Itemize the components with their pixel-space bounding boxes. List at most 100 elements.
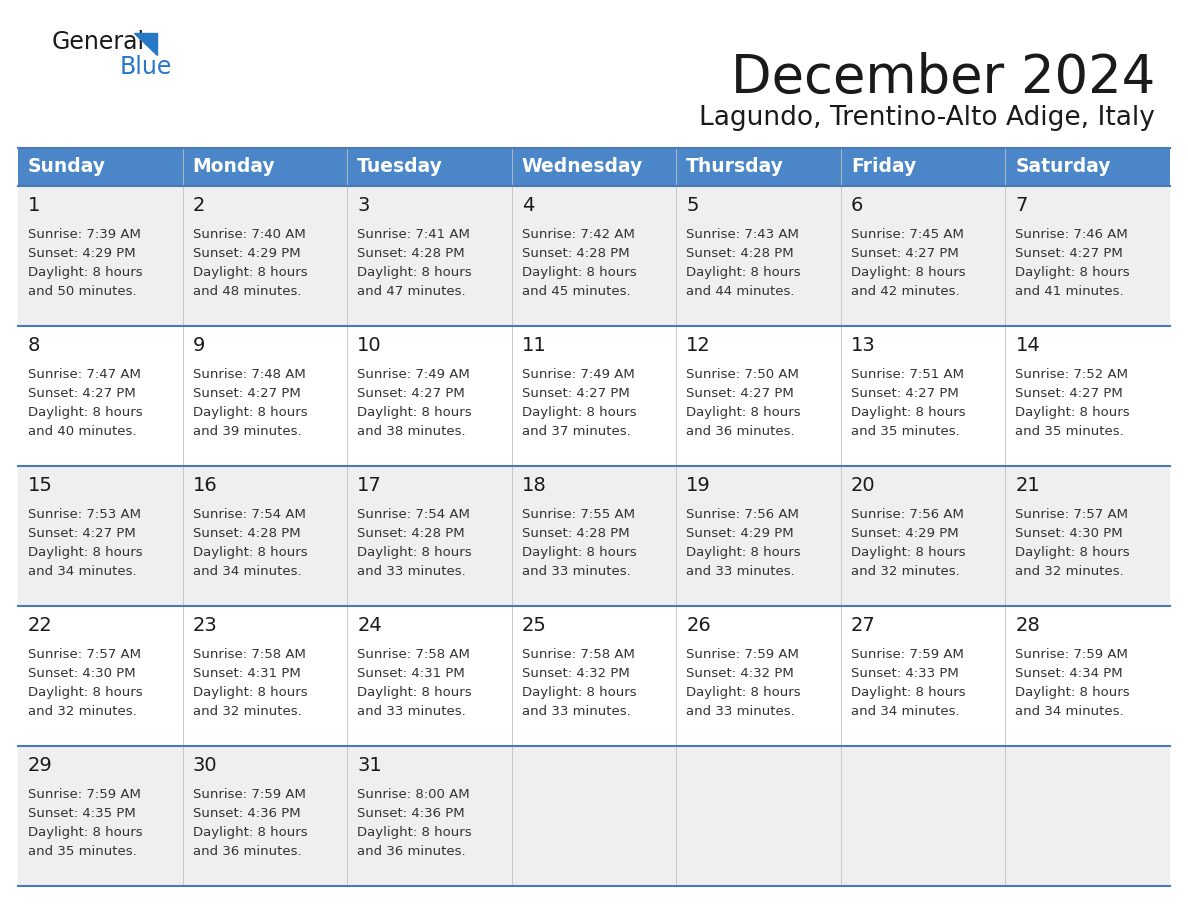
Text: Sunset: 4:32 PM: Sunset: 4:32 PM [687,667,794,680]
Text: Sunrise: 7:48 AM: Sunrise: 7:48 AM [192,368,305,381]
Text: Daylight: 8 hours: Daylight: 8 hours [358,826,472,839]
Text: and 33 minutes.: and 33 minutes. [522,565,631,578]
Text: Sunrise: 7:49 AM: Sunrise: 7:49 AM [522,368,634,381]
Text: and 39 minutes.: and 39 minutes. [192,425,302,438]
Text: and 33 minutes.: and 33 minutes. [358,565,466,578]
Text: Sunrise: 7:59 AM: Sunrise: 7:59 AM [851,648,963,661]
Text: and 41 minutes.: and 41 minutes. [1016,285,1124,298]
Text: Daylight: 8 hours: Daylight: 8 hours [687,686,801,699]
Text: Sunset: 4:27 PM: Sunset: 4:27 PM [1016,247,1123,260]
Text: Sunset: 4:27 PM: Sunset: 4:27 PM [851,247,959,260]
Text: and 33 minutes.: and 33 minutes. [358,705,466,718]
Text: and 35 minutes.: and 35 minutes. [1016,425,1124,438]
Text: 31: 31 [358,756,381,775]
Text: December 2024: December 2024 [731,52,1155,104]
Text: Daylight: 8 hours: Daylight: 8 hours [358,546,472,559]
Text: 2: 2 [192,196,206,215]
Text: Sunrise: 7:59 AM: Sunrise: 7:59 AM [29,788,141,801]
Text: Sunset: 4:27 PM: Sunset: 4:27 PM [1016,387,1123,400]
Text: Sunrise: 7:57 AM: Sunrise: 7:57 AM [1016,508,1129,521]
Text: Sunrise: 7:56 AM: Sunrise: 7:56 AM [851,508,963,521]
Text: Daylight: 8 hours: Daylight: 8 hours [29,546,143,559]
Text: Sunset: 4:29 PM: Sunset: 4:29 PM [851,527,959,540]
Text: Daylight: 8 hours: Daylight: 8 hours [1016,406,1130,419]
Text: Daylight: 8 hours: Daylight: 8 hours [1016,266,1130,279]
Text: and 48 minutes.: and 48 minutes. [192,285,301,298]
Text: Daylight: 8 hours: Daylight: 8 hours [29,686,143,699]
Text: Daylight: 8 hours: Daylight: 8 hours [851,546,966,559]
Text: and 40 minutes.: and 40 minutes. [29,425,137,438]
Text: 21: 21 [1016,476,1041,495]
Text: and 34 minutes.: and 34 minutes. [1016,705,1124,718]
Text: Daylight: 8 hours: Daylight: 8 hours [358,266,472,279]
Text: and 33 minutes.: and 33 minutes. [687,705,795,718]
Text: and 32 minutes.: and 32 minutes. [1016,565,1124,578]
Text: Sunrise: 7:47 AM: Sunrise: 7:47 AM [29,368,141,381]
Text: 30: 30 [192,756,217,775]
Text: Sunrise: 7:45 AM: Sunrise: 7:45 AM [851,228,963,241]
Text: 15: 15 [29,476,53,495]
Text: 4: 4 [522,196,535,215]
Text: Daylight: 8 hours: Daylight: 8 hours [358,686,472,699]
Text: 13: 13 [851,336,876,355]
Text: 12: 12 [687,336,712,355]
Text: Sunrise: 7:43 AM: Sunrise: 7:43 AM [687,228,800,241]
Text: and 32 minutes.: and 32 minutes. [29,705,137,718]
Text: and 42 minutes.: and 42 minutes. [851,285,960,298]
Text: Daylight: 8 hours: Daylight: 8 hours [687,406,801,419]
Bar [18,148,1170,186]
Bar [18,466,1170,606]
Text: 16: 16 [192,476,217,495]
Text: Daylight: 8 hours: Daylight: 8 hours [851,686,966,699]
Text: General: General [52,30,145,54]
Text: Sunset: 4:31 PM: Sunset: 4:31 PM [192,667,301,680]
Text: Sunrise: 8:00 AM: Sunrise: 8:00 AM [358,788,469,801]
Text: Sunset: 4:27 PM: Sunset: 4:27 PM [192,387,301,400]
Text: Sunset: 4:28 PM: Sunset: 4:28 PM [522,247,630,260]
Text: Sunrise: 7:41 AM: Sunrise: 7:41 AM [358,228,470,241]
Text: Daylight: 8 hours: Daylight: 8 hours [851,266,966,279]
Text: Sunset: 4:30 PM: Sunset: 4:30 PM [29,667,135,680]
Text: Sunset: 4:35 PM: Sunset: 4:35 PM [29,807,135,820]
Text: Sunset: 4:33 PM: Sunset: 4:33 PM [851,667,959,680]
Text: Sunrise: 7:59 AM: Sunrise: 7:59 AM [192,788,305,801]
Text: Sunrise: 7:49 AM: Sunrise: 7:49 AM [358,368,470,381]
Text: 22: 22 [29,616,52,635]
Text: and 32 minutes.: and 32 minutes. [192,705,302,718]
Text: and 38 minutes.: and 38 minutes. [358,425,466,438]
Text: and 34 minutes.: and 34 minutes. [851,705,960,718]
Text: 11: 11 [522,336,546,355]
Text: Sunset: 4:28 PM: Sunset: 4:28 PM [687,247,794,260]
Text: and 47 minutes.: and 47 minutes. [358,285,466,298]
Text: Sunrise: 7:59 AM: Sunrise: 7:59 AM [1016,648,1129,661]
Text: 8: 8 [29,336,40,355]
Text: Sunrise: 7:58 AM: Sunrise: 7:58 AM [522,648,634,661]
Bar [18,326,1170,466]
Text: Sunset: 4:27 PM: Sunset: 4:27 PM [851,387,959,400]
Text: Sunset: 4:29 PM: Sunset: 4:29 PM [192,247,301,260]
Polygon shape [134,33,157,55]
Text: Sunset: 4:27 PM: Sunset: 4:27 PM [29,387,135,400]
Text: and 34 minutes.: and 34 minutes. [192,565,302,578]
Text: Daylight: 8 hours: Daylight: 8 hours [687,266,801,279]
Text: and 35 minutes.: and 35 minutes. [29,845,137,858]
Text: Sunset: 4:36 PM: Sunset: 4:36 PM [192,807,301,820]
Text: Daylight: 8 hours: Daylight: 8 hours [687,546,801,559]
Text: Daylight: 8 hours: Daylight: 8 hours [192,686,308,699]
Text: 14: 14 [1016,336,1041,355]
Text: 5: 5 [687,196,699,215]
Text: Daylight: 8 hours: Daylight: 8 hours [192,546,308,559]
Text: Sunrise: 7:58 AM: Sunrise: 7:58 AM [358,648,470,661]
Text: Daylight: 8 hours: Daylight: 8 hours [522,546,637,559]
Text: Sunrise: 7:39 AM: Sunrise: 7:39 AM [29,228,141,241]
Text: Sunrise: 7:54 AM: Sunrise: 7:54 AM [192,508,305,521]
Text: 20: 20 [851,476,876,495]
Text: 24: 24 [358,616,381,635]
Text: Sunrise: 7:53 AM: Sunrise: 7:53 AM [29,508,141,521]
Text: and 32 minutes.: and 32 minutes. [851,565,960,578]
Text: Sunset: 4:28 PM: Sunset: 4:28 PM [192,527,301,540]
Text: Sunrise: 7:52 AM: Sunrise: 7:52 AM [1016,368,1129,381]
Text: 18: 18 [522,476,546,495]
Text: 29: 29 [29,756,52,775]
Text: Daylight: 8 hours: Daylight: 8 hours [29,266,143,279]
